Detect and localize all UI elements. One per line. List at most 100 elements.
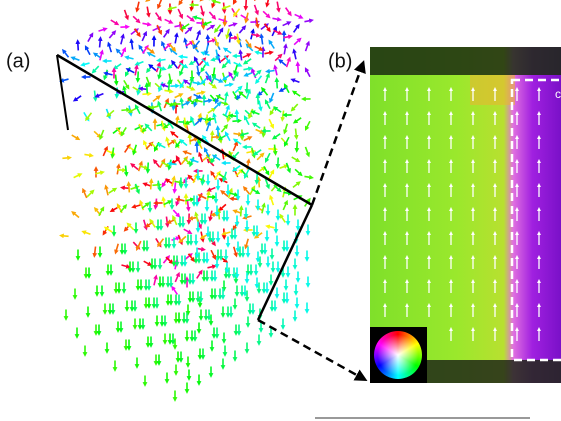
- spin-arrow: [175, 197, 185, 203]
- spin-arrow: [273, 29, 283, 35]
- spin-arrow: [209, 94, 218, 103]
- spin-arrow: [142, 219, 148, 231]
- spin-arrow: [183, 157, 192, 166]
- spin-arrow: [167, 139, 177, 146]
- spin-arrow: [274, 53, 283, 62]
- spin-arrow: [218, 203, 227, 212]
- spin-arrow: [283, 43, 288, 55]
- spin-arrow: [113, 74, 119, 86]
- spin-arrow: [258, 100, 263, 112]
- spin-arrow: [200, 18, 206, 30]
- spin-arrow: [156, 57, 166, 63]
- spin-arrow: [238, 90, 247, 99]
- spin-arrow: [263, 165, 270, 176]
- spin-arrow: [203, 98, 213, 104]
- spin-arrow: [243, 168, 250, 179]
- spin-arrow: [144, 123, 153, 132]
- spin-arrow: [243, 66, 253, 72]
- spin-arrow: [157, 180, 162, 192]
- spin-arrow: [272, 106, 282, 113]
- spin-arrow: [201, 58, 210, 67]
- spin-arrow: [218, 132, 223, 144]
- spin-arrow: [260, 86, 269, 96]
- spin-arrow: [172, 214, 178, 226]
- spin-arrow: [192, 40, 201, 50]
- spin-arrow: [149, 218, 156, 228]
- spin-arrow: [179, 65, 185, 77]
- spin-arrow: [221, 231, 231, 236]
- spin-arrow: [71, 134, 81, 141]
- spin-arrow: [156, 143, 166, 149]
- spin-arrow: [206, 24, 216, 31]
- spin-arrow: [189, 158, 199, 164]
- spin-arrow: [114, 243, 119, 255]
- spin-arrow: [200, 231, 205, 243]
- spin-arrow: [264, 99, 271, 110]
- spin-arrow: [196, 269, 203, 279]
- spin-arrow: [248, 108, 254, 120]
- spin-arrow: [91, 65, 100, 74]
- spin-arrow: [265, 224, 275, 230]
- spin-arrow: [295, 61, 301, 73]
- spin-arrow: [242, 53, 252, 59]
- spin-arrow: [222, 72, 227, 84]
- spin-arrow: [141, 202, 150, 210]
- spin-arrow: [304, 174, 314, 180]
- spin-arrow: [242, 185, 251, 195]
- spin-arrow: [136, 240, 142, 252]
- spin-arrow: [205, 34, 211, 46]
- spin-arrow: [238, 49, 244, 61]
- spin-arrow: [134, 183, 140, 195]
- spin-arrow: [232, 140, 238, 152]
- spin-arrow: [208, 11, 217, 20]
- spin-arrow: [234, 109, 240, 121]
- spin-arrow: [171, 236, 181, 242]
- spin-arrow: [161, 177, 168, 188]
- spin-arrow: [210, 73, 216, 85]
- spin-arrow: [239, 131, 249, 137]
- spin-arrow: [294, 168, 303, 177]
- spin-arrow: [193, 98, 203, 104]
- spin-arrow: [265, 68, 275, 74]
- spin-arrow: [196, 90, 206, 96]
- spin-arrow: [172, 182, 178, 194]
- spin-arrow: [201, 134, 210, 144]
- spin-arrow: [194, 141, 200, 153]
- spin-arrow: [213, 36, 219, 48]
- spin-arrow: [213, 101, 222, 110]
- spin-arrow: [244, 39, 252, 49]
- spin-arrow: [131, 204, 141, 209]
- spin-arrow: [185, 200, 191, 212]
- spin-arrow: [220, 190, 229, 198]
- spin-arrow: [273, 64, 278, 76]
- spin-arrow: [291, 90, 301, 97]
- spin-arrow: [170, 131, 179, 139]
- spin-arrow: [84, 152, 94, 158]
- spin-arrow: [224, 82, 234, 88]
- spin-arrow: [187, 98, 197, 105]
- spin-arrow: [123, 165, 129, 177]
- spin-arrow: [184, 26, 193, 35]
- spin-arrow: [215, 95, 225, 101]
- spin-arrow: [216, 208, 222, 220]
- spin-arrow: [71, 211, 80, 219]
- spin-arrow: [170, 59, 179, 69]
- spin-arrow: [198, 151, 204, 163]
- spin-arrow: [253, 69, 262, 78]
- spin-arrow: [269, 106, 276, 116]
- spin-arrow: [233, 61, 243, 67]
- spin-arrow: [262, 10, 271, 19]
- spin-arrow: [168, 73, 173, 85]
- spin-arrow: [292, 117, 302, 124]
- spin-arrow: [177, 8, 183, 20]
- spin-arrow: [195, 29, 201, 41]
- spin-arrow: [103, 71, 113, 77]
- spin-arrow: [214, 170, 221, 180]
- spin-arrow: [146, 6, 151, 18]
- spin-arrow: [153, 274, 158, 286]
- spin-arrow: [211, 134, 221, 140]
- spin-arrow: [174, 32, 179, 44]
- spin-arrow: [255, 75, 263, 85]
- spin-arrow: [271, 133, 281, 140]
